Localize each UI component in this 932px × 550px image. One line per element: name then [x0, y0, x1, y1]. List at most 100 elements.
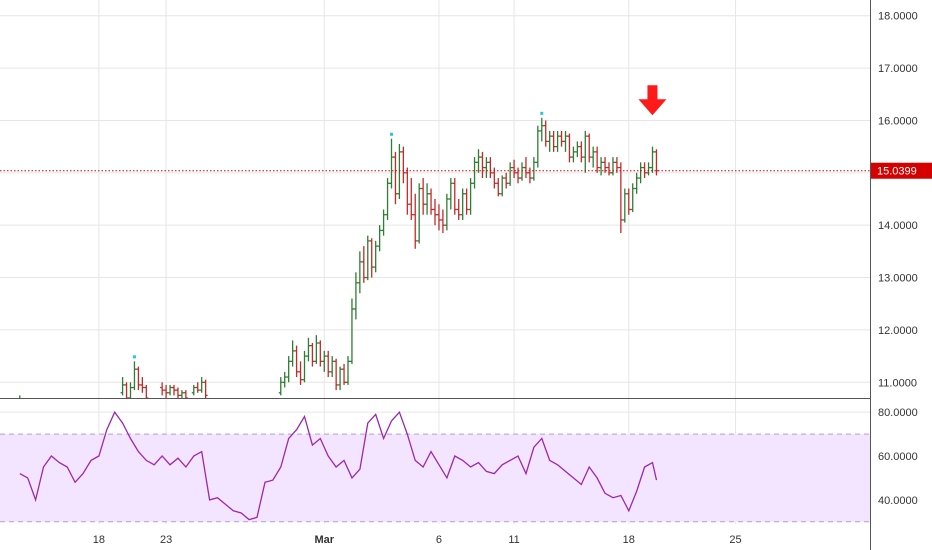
- price-bar: [132, 361, 137, 391]
- bar-marker: [540, 111, 544, 115]
- price-bar: [472, 157, 477, 189]
- price-tick-label: 11.0000: [878, 377, 917, 389]
- time-tick-label: 6: [436, 534, 442, 546]
- price-bar: [622, 188, 627, 223]
- price-bar: [413, 193, 418, 249]
- price-bar: [203, 379, 208, 398]
- price-bar: [468, 178, 473, 215]
- price-bar: [397, 144, 402, 199]
- current-price-label-text: 15.0399: [877, 166, 917, 178]
- price-bars: [19, 117, 659, 408]
- price-bar: [520, 162, 524, 181]
- rsi-tick-label: 80.0000: [878, 407, 918, 419]
- price-tick-label: 18.0000: [878, 11, 918, 23]
- price-bar: [377, 225, 382, 252]
- price-bar: [551, 130, 556, 152]
- price-bar: [595, 146, 600, 173]
- price-bar: [555, 130, 560, 152]
- price-bar: [326, 350, 331, 378]
- rsi-band: [0, 434, 870, 522]
- price-bar: [361, 246, 366, 283]
- price-bar: [642, 162, 647, 179]
- price-bar: [496, 178, 501, 197]
- price-bar: [298, 361, 303, 385]
- price-bar: [436, 204, 441, 231]
- time-tick-label: 23: [160, 534, 172, 546]
- current-price-label-bg: [871, 162, 932, 179]
- price-bar: [547, 130, 552, 152]
- bar-marker: [132, 355, 136, 359]
- price-bar: [19, 395, 21, 398]
- price-bar: [353, 272, 358, 320]
- price-bar: [476, 149, 481, 173]
- price-bar: [318, 340, 323, 367]
- price-bar: [539, 117, 544, 142]
- price-bar: [389, 138, 394, 189]
- price-bar: [365, 235, 370, 281]
- price-bar: [650, 146, 655, 173]
- price-bar: [199, 377, 204, 393]
- price-bar: [357, 251, 362, 294]
- price-bar: [144, 384, 149, 398]
- time-axis[interactable]: 18 23 Mar 6 11 18 25: [93, 534, 742, 546]
- price-bar: [120, 377, 125, 396]
- price-bar: [579, 141, 584, 163]
- price-bar: [179, 390, 184, 398]
- price-bar: [286, 356, 291, 383]
- price-bar: [401, 146, 406, 184]
- time-tick-label: 11: [508, 534, 519, 546]
- price-bar: [346, 356, 350, 385]
- price-bar: [26, 398, 30, 408]
- rsi-axis[interactable]: 80.0000 60.0000 40.0000: [878, 407, 918, 507]
- price-bar: [425, 183, 430, 215]
- price-bar: [634, 172, 639, 194]
- price-bar: [385, 178, 390, 220]
- price-bar: [535, 125, 540, 168]
- price-bar: [531, 157, 536, 181]
- price-bar: [338, 366, 343, 391]
- price-bar: [516, 167, 521, 184]
- price-bar: [322, 350, 327, 372]
- price-bar: [393, 151, 398, 205]
- price-bar: [168, 384, 173, 396]
- price-bar: [571, 146, 576, 163]
- price-bar: [175, 387, 180, 398]
- price-bar: [172, 384, 176, 396]
- price-bar: [444, 193, 449, 231]
- price-bar: [610, 157, 615, 176]
- price-bar: [523, 157, 528, 179]
- price-bar: [567, 133, 572, 163]
- price-bar: [334, 358, 339, 391]
- price-bar: [429, 188, 434, 215]
- price-bar: [381, 209, 386, 236]
- price-bar: [599, 157, 604, 176]
- price-bar: [290, 340, 295, 367]
- price-bar: [433, 199, 437, 226]
- bar-marker: [390, 132, 393, 136]
- price-bar: [618, 162, 623, 234]
- price-bar: [500, 175, 505, 197]
- price-bar: [405, 167, 410, 215]
- price-bar: [452, 178, 457, 215]
- price-bar: [638, 162, 643, 184]
- price-bar: [440, 209, 445, 234]
- price-axis[interactable]: 18.000017.000016.000015.000014.000013.00…: [878, 11, 918, 390]
- price-bar: [575, 141, 580, 158]
- price-bar: [448, 178, 453, 210]
- price-bar: [583, 130, 588, 173]
- price-bar: [373, 240, 378, 273]
- price-bar: [183, 390, 188, 398]
- price-bar: [310, 343, 315, 367]
- price-tick-label: 17.0000: [878, 63, 918, 75]
- price-bar: [294, 345, 299, 378]
- price-bar: [607, 162, 611, 176]
- price-bar: [191, 384, 196, 396]
- price-bar: [614, 157, 619, 173]
- price-bar: [349, 298, 354, 364]
- current-price-label: 15.0399: [871, 162, 932, 179]
- price-bar: [559, 130, 564, 147]
- price-bar: [480, 151, 485, 179]
- price-bar: [22, 398, 26, 408]
- price-bar: [508, 162, 513, 186]
